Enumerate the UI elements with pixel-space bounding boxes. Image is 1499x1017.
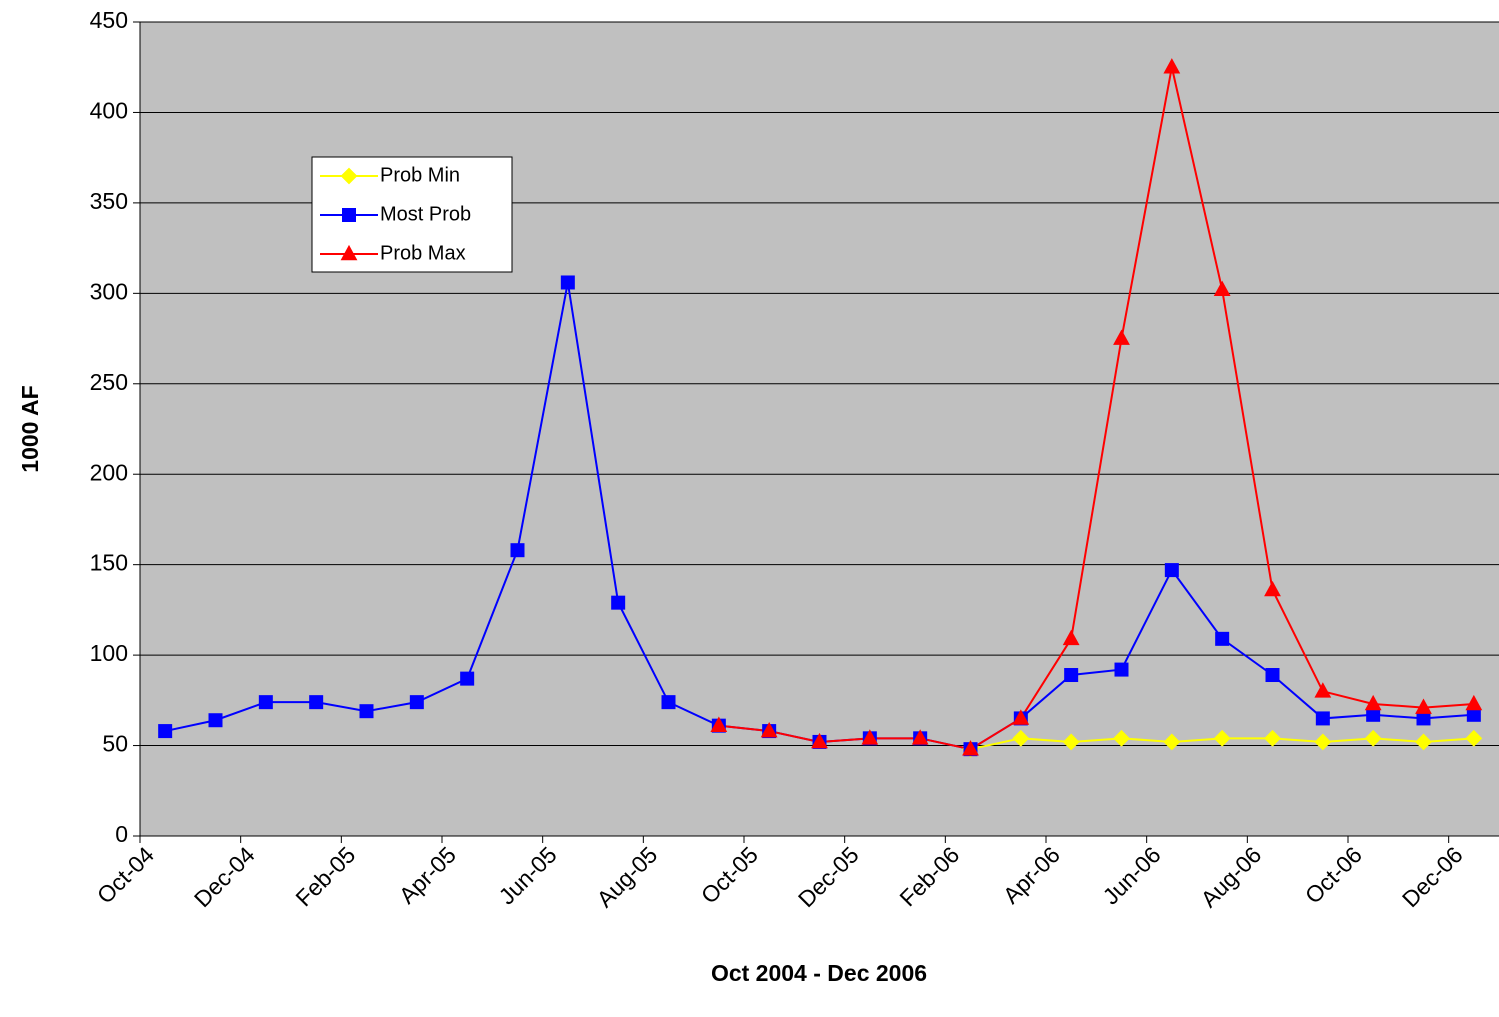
y-tick-label: 300	[90, 278, 128, 304]
x-tick-label: Apr-05	[394, 841, 461, 908]
marker	[1213, 280, 1231, 297]
marker	[560, 275, 575, 290]
marker	[1465, 694, 1483, 711]
marker	[811, 732, 828, 749]
x-tick-label: Aug-05	[592, 841, 663, 912]
x-tick-label: Aug-06	[1196, 841, 1267, 912]
marker	[309, 695, 324, 710]
x-tick-label: Jun-06	[1098, 841, 1166, 909]
marker	[409, 695, 424, 710]
marker	[1164, 563, 1179, 578]
marker	[1466, 707, 1481, 722]
plot-area	[140, 22, 1499, 836]
marker	[340, 167, 358, 185]
marker	[258, 695, 273, 710]
marker	[1265, 668, 1280, 683]
y-tick-label: 0	[115, 821, 128, 847]
marker	[1062, 629, 1080, 646]
x-tick-label: Dec-04	[189, 841, 260, 912]
marker	[611, 595, 626, 610]
marker	[1315, 711, 1330, 726]
x-tick-label: Oct-05	[696, 841, 763, 908]
marker	[1415, 698, 1432, 714]
series-line	[718, 67, 1474, 751]
marker	[1364, 694, 1382, 711]
marker	[661, 695, 676, 710]
legend: Prob Min Most Prob Prob Max	[311, 156, 513, 273]
legend-label: Prob Min	[380, 164, 460, 186]
y-tick-label: 450	[90, 7, 128, 33]
legend-label: Most Prob	[380, 203, 471, 225]
marker	[1114, 662, 1129, 677]
x-tick-label: Jun-05	[494, 841, 562, 909]
marker	[1416, 711, 1431, 726]
marker	[760, 721, 778, 738]
marker	[342, 208, 356, 222]
marker	[1314, 733, 1332, 751]
marker	[1113, 329, 1130, 345]
y-axis-title: 1000 AF	[17, 385, 43, 472]
x-tick-label: Feb-05	[290, 841, 360, 911]
x-tick-label: Dec-05	[793, 841, 864, 912]
marker	[1064, 668, 1079, 683]
marker	[1062, 733, 1080, 751]
marker	[158, 724, 173, 739]
marker	[1366, 707, 1381, 722]
legend-label: Prob Max	[380, 242, 466, 264]
marker	[861, 729, 879, 745]
y-tick-label: 50	[102, 731, 128, 757]
marker	[1213, 729, 1231, 747]
marker	[510, 543, 525, 558]
x-tick-label: Oct-06	[1300, 841, 1367, 908]
y-tick-label: 150	[90, 550, 128, 576]
x-axis-title: Oct 2004 - Dec 2006	[711, 960, 927, 986]
marker	[359, 704, 374, 719]
x-tick-label: Apr-06	[998, 841, 1065, 908]
marker	[962, 740, 979, 756]
marker	[1465, 729, 1483, 747]
marker	[340, 244, 358, 261]
marker	[1264, 729, 1281, 747]
x-tick-label: Dec-06	[1397, 841, 1468, 912]
x-tick-label: Feb-06	[894, 841, 964, 911]
marker	[1364, 729, 1382, 747]
marker	[710, 716, 728, 732]
marker	[1113, 729, 1130, 747]
marker	[1012, 729, 1030, 747]
marker	[1012, 709, 1030, 725]
marker	[1163, 58, 1181, 74]
y-tick-label: 200	[90, 459, 128, 485]
x-tick-label: Oct-04	[92, 841, 159, 908]
marker	[1415, 733, 1432, 751]
marker	[460, 671, 475, 686]
marker	[208, 713, 223, 728]
y-tick-label: 250	[90, 369, 128, 395]
marker	[1215, 631, 1230, 646]
y-tick-label: 350	[90, 188, 128, 214]
marker	[1314, 682, 1332, 698]
marker	[1264, 580, 1281, 597]
y-tick-label: 100	[90, 640, 128, 666]
y-tick-label: 400	[90, 98, 128, 124]
marker	[1163, 733, 1181, 751]
marker	[911, 729, 929, 745]
